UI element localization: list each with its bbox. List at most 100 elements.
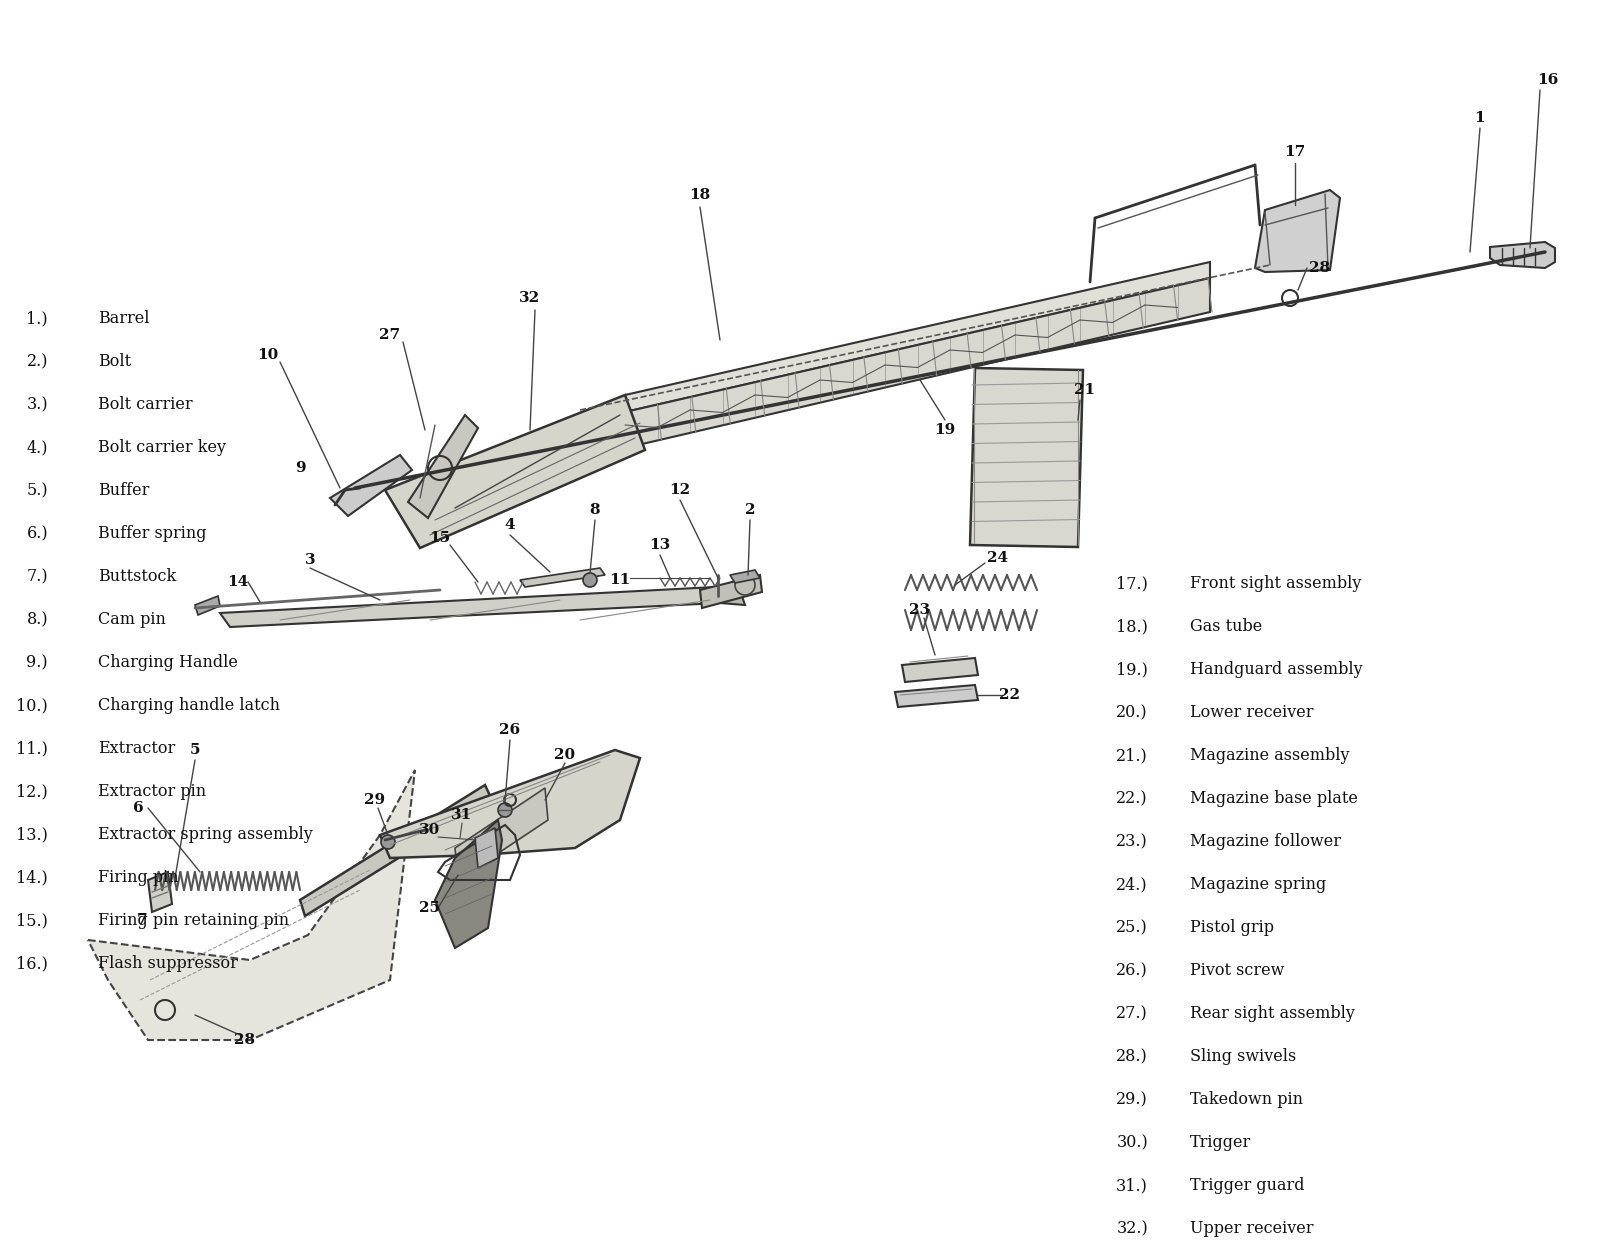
Text: 4.): 4.) [27, 439, 48, 456]
Text: Flash suppressor: Flash suppressor [98, 955, 238, 972]
Text: 22: 22 [1000, 687, 1021, 702]
Text: Upper receiver: Upper receiver [1190, 1219, 1314, 1237]
Polygon shape [894, 685, 978, 707]
Text: 16: 16 [1538, 73, 1558, 87]
Text: 23.): 23.) [1117, 833, 1149, 850]
Text: 32: 32 [520, 291, 541, 305]
Text: 26.): 26.) [1117, 962, 1149, 979]
Text: 11.): 11.) [16, 740, 48, 757]
Text: Takedown pin: Takedown pin [1190, 1091, 1302, 1108]
Text: 1.): 1.) [26, 310, 48, 327]
Circle shape [381, 835, 395, 849]
Text: 17.): 17.) [1117, 576, 1149, 592]
Text: 24.): 24.) [1117, 876, 1149, 892]
Text: Extractor spring assembly: Extractor spring assembly [98, 827, 312, 843]
Text: 1: 1 [1475, 111, 1485, 126]
Text: Pistol grip: Pistol grip [1190, 919, 1274, 936]
Text: 15.): 15.) [16, 912, 48, 929]
Text: 20: 20 [555, 748, 576, 762]
Text: 28: 28 [1309, 261, 1331, 275]
Text: Lower receiver: Lower receiver [1190, 704, 1314, 721]
Text: 8: 8 [590, 503, 600, 517]
Text: 31: 31 [451, 808, 472, 822]
Polygon shape [902, 658, 978, 682]
Text: 6: 6 [133, 800, 144, 815]
Text: 3.): 3.) [26, 397, 48, 413]
Text: 27.): 27.) [1117, 1006, 1149, 1022]
Text: 30: 30 [419, 823, 440, 837]
Text: Magazine follower: Magazine follower [1190, 833, 1341, 850]
Text: 13: 13 [650, 538, 670, 552]
Text: 29: 29 [365, 793, 386, 807]
Text: Sling swivels: Sling swivels [1190, 1048, 1296, 1065]
Polygon shape [381, 750, 640, 858]
Polygon shape [435, 820, 502, 948]
Text: 16.): 16.) [16, 955, 48, 972]
Text: 20.): 20.) [1117, 704, 1149, 721]
Polygon shape [715, 587, 746, 605]
Text: 7.): 7.) [26, 568, 48, 585]
Text: Charging handle latch: Charging handle latch [98, 697, 280, 713]
Text: 9: 9 [294, 461, 306, 475]
Text: 13.): 13.) [16, 827, 48, 843]
Polygon shape [147, 873, 173, 912]
Text: Magazine base plate: Magazine base plate [1190, 791, 1358, 807]
Text: Trigger guard: Trigger guard [1190, 1177, 1304, 1195]
Text: 19.): 19.) [1117, 661, 1149, 677]
Polygon shape [520, 568, 605, 587]
Text: 26: 26 [499, 723, 520, 737]
Circle shape [498, 803, 512, 817]
Text: 21: 21 [1075, 383, 1096, 397]
Text: 32.): 32.) [1117, 1219, 1149, 1237]
Text: 9.): 9.) [26, 654, 48, 671]
Text: 12.): 12.) [16, 783, 48, 800]
Text: Bolt: Bolt [98, 353, 131, 370]
Text: 18.): 18.) [1117, 618, 1149, 635]
Text: Trigger: Trigger [1190, 1134, 1251, 1151]
Text: 4: 4 [504, 518, 515, 532]
Polygon shape [221, 587, 720, 626]
Text: Buttstock: Buttstock [98, 568, 176, 585]
Polygon shape [730, 571, 760, 583]
Text: 8.): 8.) [26, 612, 48, 628]
Polygon shape [330, 455, 413, 516]
Text: 10.): 10.) [16, 697, 48, 713]
Text: 2: 2 [744, 503, 755, 517]
Text: 5.): 5.) [26, 482, 48, 498]
Text: 27: 27 [379, 328, 400, 342]
Polygon shape [626, 262, 1210, 411]
Text: Handguard assembly: Handguard assembly [1190, 661, 1363, 677]
Text: Charging Handle: Charging Handle [98, 654, 238, 671]
Text: 19: 19 [934, 423, 955, 438]
Text: 17: 17 [1285, 145, 1306, 159]
Polygon shape [301, 786, 493, 916]
Polygon shape [1254, 190, 1341, 272]
Text: Magazine spring: Magazine spring [1190, 876, 1326, 892]
Polygon shape [408, 415, 478, 518]
Text: 30.): 30.) [1117, 1134, 1149, 1151]
Text: Gas tube: Gas tube [1190, 618, 1262, 635]
Text: Barrel: Barrel [98, 310, 149, 327]
Text: 7: 7 [136, 914, 147, 927]
Text: 3: 3 [304, 553, 315, 567]
Text: 29.): 29.) [1117, 1091, 1149, 1108]
Text: 14.): 14.) [16, 869, 48, 886]
Text: 18: 18 [690, 188, 710, 203]
Polygon shape [195, 595, 221, 615]
Circle shape [582, 573, 597, 587]
Text: Front sight assembly: Front sight assembly [1190, 576, 1362, 592]
Polygon shape [386, 395, 645, 548]
Polygon shape [475, 828, 498, 868]
Text: Firing pin retaining pin: Firing pin retaining pin [98, 912, 290, 929]
Text: 23: 23 [909, 603, 931, 617]
Text: 10: 10 [258, 348, 278, 362]
Text: Bolt carrier key: Bolt carrier key [98, 439, 226, 456]
Text: 28.): 28.) [1117, 1048, 1149, 1065]
Text: Extractor: Extractor [98, 740, 176, 757]
Text: 28: 28 [235, 1033, 256, 1047]
Polygon shape [701, 576, 762, 608]
Text: 22.): 22.) [1117, 791, 1149, 807]
Polygon shape [454, 788, 547, 880]
Text: 25: 25 [419, 901, 440, 915]
Text: Buffer spring: Buffer spring [98, 525, 206, 542]
